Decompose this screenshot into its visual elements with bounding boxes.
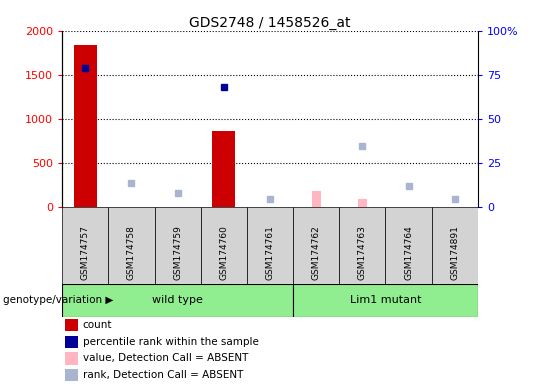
Text: rank, Detection Call = ABSENT: rank, Detection Call = ABSENT [83,370,243,380]
Bar [109,207,154,284]
Bar [386,207,431,284]
Bar [65,353,78,364]
Text: count: count [83,320,112,330]
Bar [65,336,78,348]
Text: percentile rank within the sample: percentile rank within the sample [83,337,259,347]
Text: wild type: wild type [152,295,203,306]
Text: GSM174757: GSM174757 [80,225,90,280]
Text: GSM174764: GSM174764 [404,225,413,280]
Bar [247,207,293,284]
Bar [62,284,293,317]
Bar [293,284,478,317]
Bar [65,319,78,331]
Text: GSM174763: GSM174763 [358,225,367,280]
Bar [201,207,247,284]
Bar [431,207,478,284]
Text: GSM174762: GSM174762 [312,225,321,280]
Text: genotype/variation ▶: genotype/variation ▶ [3,295,113,306]
Text: value, Detection Call = ABSENT: value, Detection Call = ABSENT [83,353,248,364]
Bar [293,207,339,284]
Bar [212,131,235,207]
Bar [312,191,321,207]
Text: GSM174760: GSM174760 [219,225,228,280]
Bar [358,199,367,207]
Bar [65,369,78,381]
Bar [154,207,201,284]
Bar [339,207,386,284]
Bar [62,207,109,284]
Text: GSM174758: GSM174758 [127,225,136,280]
Title: GDS2748 / 1458526_at: GDS2748 / 1458526_at [189,16,351,30]
Text: GSM174761: GSM174761 [266,225,274,280]
Text: GSM174759: GSM174759 [173,225,182,280]
Bar [73,45,97,207]
Text: GSM174891: GSM174891 [450,225,460,280]
Text: Lim1 mutant: Lim1 mutant [350,295,421,306]
